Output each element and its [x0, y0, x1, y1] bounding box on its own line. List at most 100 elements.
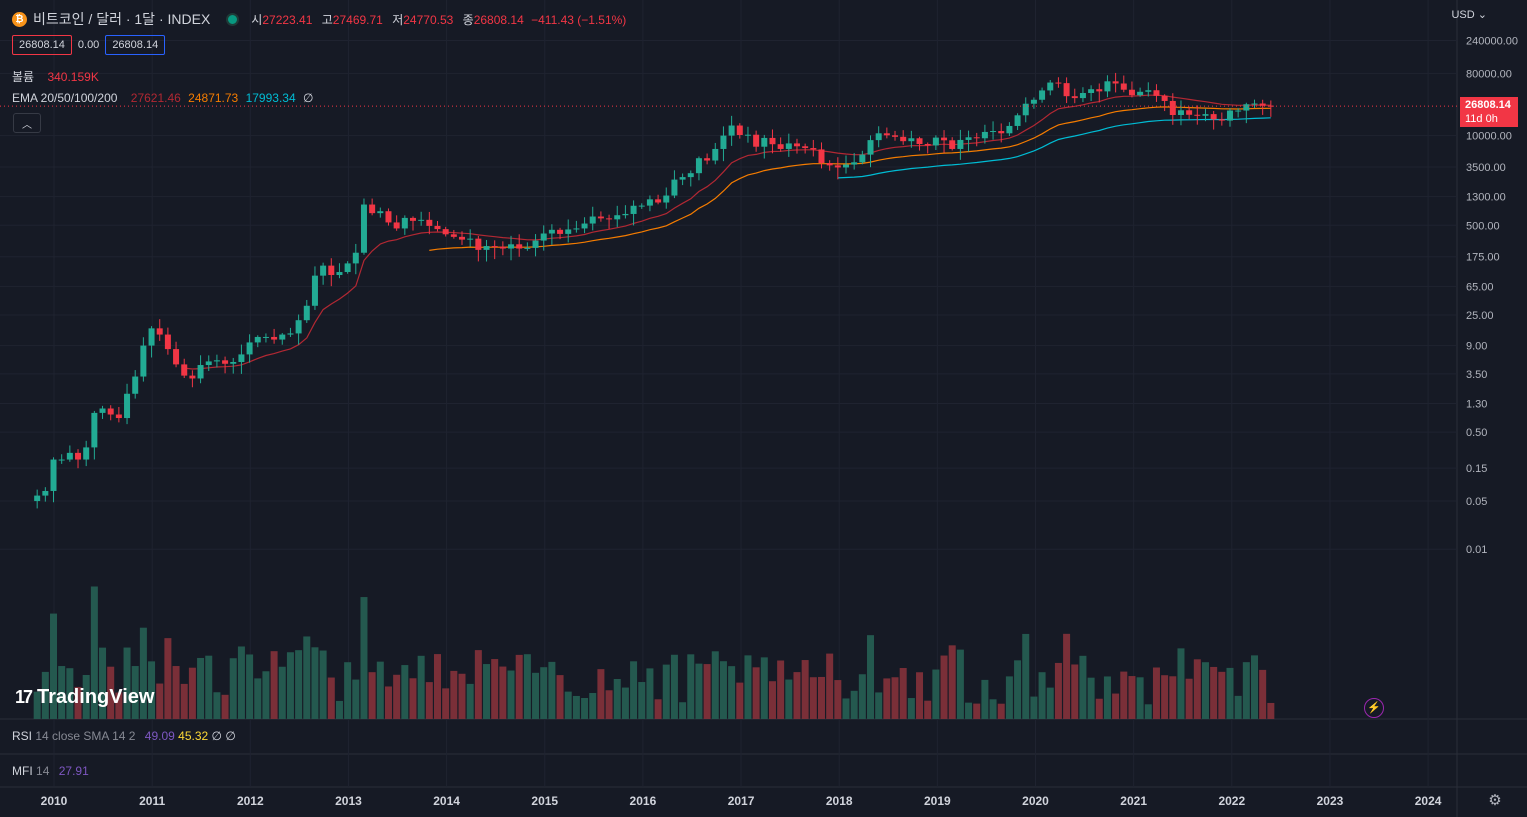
- volume-bar: [564, 691, 572, 719]
- x-tick-label: 2023: [1317, 794, 1344, 808]
- candle-body: [1194, 114, 1201, 116]
- x-tick-label: 2022: [1218, 794, 1245, 808]
- volume-bar: [74, 686, 82, 719]
- candle-body: [606, 218, 613, 220]
- volume-bar: [1120, 671, 1128, 719]
- y-tick-label: 0.01: [1466, 544, 1487, 556]
- candle-body: [908, 138, 915, 142]
- ema-legend[interactable]: EMA 20/50/100/200 27621.46 24871.73 1799…: [12, 91, 314, 105]
- volume-bar: [58, 666, 66, 719]
- candle-body: [1243, 104, 1250, 111]
- candle-body: [810, 148, 817, 150]
- volume-bar: [295, 650, 303, 719]
- volume-bar: [540, 667, 548, 719]
- candle-body: [287, 333, 294, 335]
- volume-bar: [401, 665, 409, 719]
- volume-bar: [344, 662, 352, 719]
- volume-bar: [1063, 633, 1071, 719]
- buy-price[interactable]: 26808.14: [105, 35, 166, 55]
- candle-body: [524, 247, 531, 249]
- lightning-icon[interactable]: ⚡: [1364, 698, 1384, 718]
- volume-bar: [1251, 655, 1258, 719]
- candle-body: [189, 375, 196, 379]
- candle-body: [115, 414, 122, 419]
- volume-bar: [139, 627, 147, 719]
- gear-icon[interactable]: ⚙: [1488, 792, 1502, 809]
- bitcoin-icon: ₿: [12, 11, 27, 27]
- candle-body: [859, 154, 866, 163]
- currency-selector[interactable]: USD ⌄: [1451, 9, 1487, 21]
- tradingview-logo[interactable]: 17 TradingView: [15, 686, 155, 708]
- candle-body: [1226, 110, 1233, 121]
- volume-bar: [90, 586, 98, 719]
- volume-bar: [989, 699, 997, 719]
- candle-body: [826, 163, 833, 166]
- rsi-legend[interactable]: RSI 14 close SMA 14 2 49.09 45.32 ∅ ∅: [12, 729, 236, 743]
- candle-body: [1251, 103, 1258, 105]
- volume-bar: [916, 672, 924, 719]
- volume-bar: [532, 672, 540, 719]
- volume-bar: [335, 700, 343, 719]
- volume-bar: [115, 692, 123, 719]
- x-tick-label: 2021: [1120, 794, 1147, 808]
- candle-body: [434, 225, 441, 230]
- ohlc-values: 시27223.41 고27469.71 저24770.53 종26808.14 …: [251, 12, 627, 27]
- volume-bar: [180, 683, 188, 719]
- volume-bar: [221, 694, 229, 719]
- volume-bar: [458, 673, 466, 719]
- candle-body: [246, 342, 253, 355]
- candle-body: [998, 131, 1005, 134]
- candle-body: [638, 205, 645, 207]
- ema50-line: [429, 106, 1271, 251]
- volume-bar: [940, 655, 948, 719]
- volume-bar: [384, 686, 392, 719]
- candle-body: [360, 204, 367, 253]
- sell-price[interactable]: 26808.14: [12, 35, 72, 55]
- collapse-legend-button[interactable]: ︿: [13, 113, 41, 133]
- volume-bar: [1112, 693, 1120, 719]
- candle-body: [181, 364, 188, 376]
- volume-bar: [826, 653, 834, 719]
- candle-body: [173, 349, 180, 365]
- candle-body: [834, 165, 841, 168]
- tradingview-icon: 17: [15, 687, 33, 707]
- y-tick-label: 10000.00: [1466, 131, 1512, 143]
- y-tick-label: 3.50: [1466, 369, 1487, 381]
- volume-bar: [515, 654, 523, 719]
- volume-bar: [172, 666, 180, 719]
- chart-axes: 240000.00 80000.00 10000.00 3500.00 1300.00 5…: [0, 35, 1518, 808]
- volume-bar: [965, 702, 973, 719]
- candle-body: [230, 361, 237, 364]
- candle-body: [499, 246, 506, 249]
- candle-body: [1128, 89, 1135, 96]
- candle-body: [1104, 81, 1111, 92]
- x-tick-label: 2016: [630, 794, 657, 808]
- candle-body: [630, 205, 637, 214]
- candle-body: [573, 228, 580, 230]
- ema100-line: [837, 117, 1271, 179]
- candle-body: [957, 139, 964, 149]
- volume-bar: [834, 680, 842, 719]
- chevron-down-icon: ⌄: [1477, 9, 1487, 21]
- volume-bar: [254, 678, 262, 719]
- volume-bar: [393, 674, 401, 719]
- volume-bar: [907, 698, 915, 719]
- y-tick-label: 25.00: [1466, 310, 1494, 322]
- mfi-legend[interactable]: MFI 14 27.91: [12, 764, 89, 778]
- candle-body: [1071, 96, 1078, 99]
- volume-bar: [1087, 677, 1095, 719]
- volume-bar: [1103, 676, 1111, 719]
- candle-body: [981, 131, 988, 139]
- x-tick-label: 2020: [1022, 794, 1049, 808]
- candle-body: [83, 447, 90, 460]
- volume-bar: [777, 660, 785, 719]
- volume-bar: [785, 679, 793, 719]
- volume-bar: [319, 650, 327, 719]
- candle-body: [491, 246, 498, 248]
- y-tick-label: 0.05: [1466, 496, 1487, 508]
- symbol-title[interactable]: 비트코인 / 달러 · 1달 · INDEX: [33, 11, 211, 27]
- volume-bar: [442, 688, 450, 719]
- volume-legend[interactable]: 볼륨 340.159K: [12, 70, 99, 84]
- volume-bar: [1038, 672, 1046, 719]
